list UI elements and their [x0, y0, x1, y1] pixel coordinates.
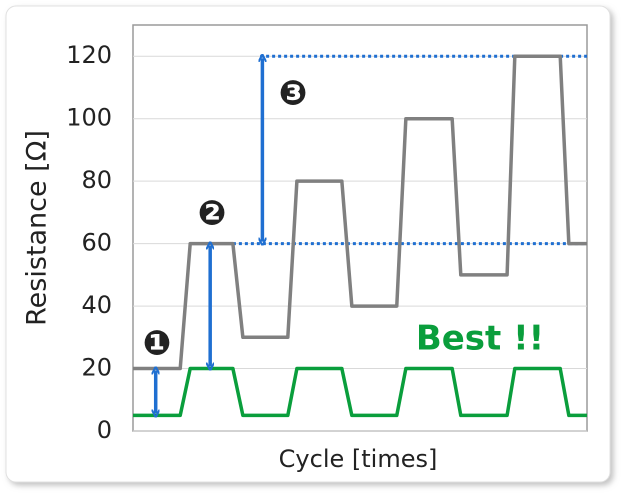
- y-tick-label: 60: [81, 229, 112, 257]
- y-tick-label: 100: [66, 104, 112, 132]
- annotation-label: ❷: [198, 194, 227, 234]
- y-tick-label: 20: [81, 354, 112, 382]
- y-tick-label: 40: [81, 291, 112, 319]
- y-tick-label: 120: [66, 41, 112, 69]
- series-line: [133, 366, 587, 418]
- y-axis-label: Resistance [Ω]: [22, 130, 53, 326]
- x-axis-label: Cycle [times]: [279, 445, 438, 473]
- note: Best !!: [416, 319, 544, 359]
- annotation-label: ❶: [143, 324, 172, 364]
- y-tick-label: 0: [97, 416, 112, 444]
- annotation-label: ❸: [279, 74, 308, 114]
- plot: 0 20 40 60 80 100 120 ❶ ❷ ❸ Best !!: [66, 41, 587, 444]
- series-line: [133, 54, 587, 371]
- y-tick-label: 80: [81, 166, 112, 194]
